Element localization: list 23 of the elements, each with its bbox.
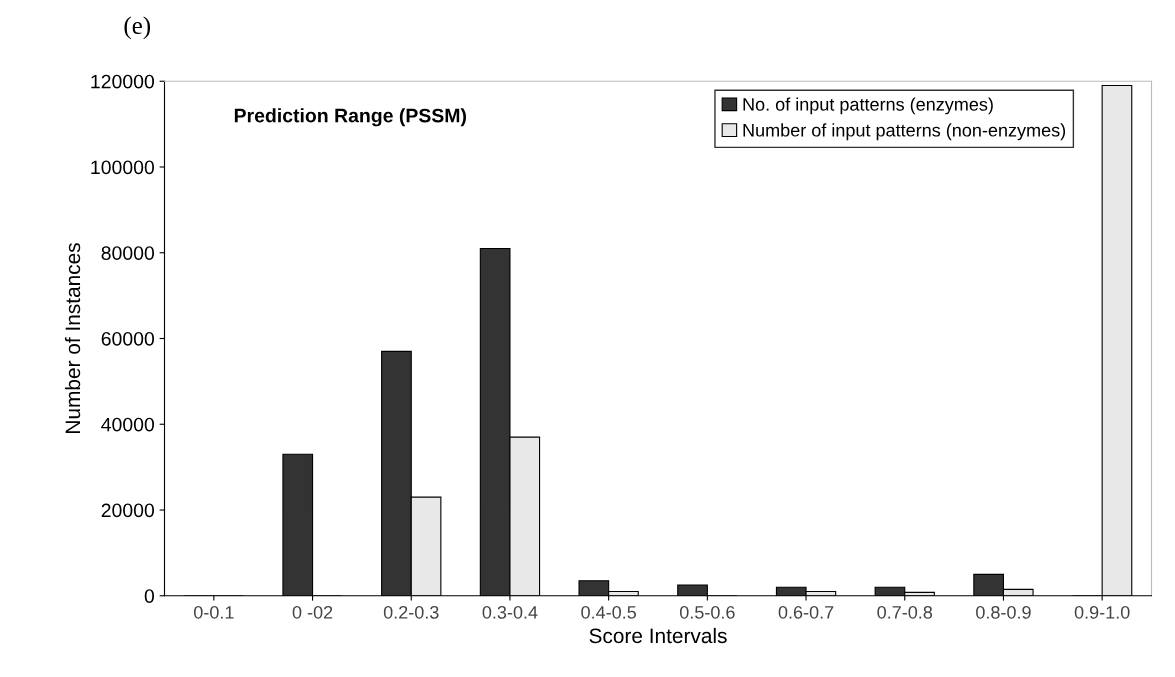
- y-tick-label: 80000: [101, 246, 155, 260]
- x-tick-label: 0.3-0.4: [482, 605, 538, 619]
- text: (e): [124, 16, 151, 40]
- legend-label: Number of input patterns (non-enzymes): [743, 123, 1066, 141]
- text: Prediction Range (PSSM): [234, 108, 466, 127]
- y-tick-label: 40000: [101, 417, 155, 432]
- x-tick-label: 0.7-0.8: [877, 605, 933, 619]
- x-axis-title: Score Intervals: [589, 627, 727, 644]
- x-tick-label: 0.6-0.7: [778, 605, 834, 619]
- x-tick-label: 0-0.1: [193, 605, 234, 619]
- legend-label: No. of input patterns (enzymes): [743, 97, 993, 115]
- x-tick-label: 0.2-0.3: [383, 605, 439, 619]
- x-tick-label: 0.9-1.0: [1074, 605, 1130, 619]
- x-tick-label: 0.4-0.5: [581, 605, 636, 619]
- y-axis-title: Number of Instances: [64, 243, 81, 433]
- y-tick-label: 100000: [91, 160, 155, 175]
- y-tick-label: 60000: [101, 331, 155, 346]
- x-tick-label: 0.5-0.6: [679, 605, 735, 619]
- y-tick-label: 20000: [101, 503, 155, 518]
- x-tick-label: 0.8-0.9: [976, 605, 1031, 619]
- y-tick-label: 120000: [91, 74, 155, 89]
- x-tick-label: 0 -02: [292, 605, 333, 619]
- y-tick-label: 0: [144, 589, 155, 603]
